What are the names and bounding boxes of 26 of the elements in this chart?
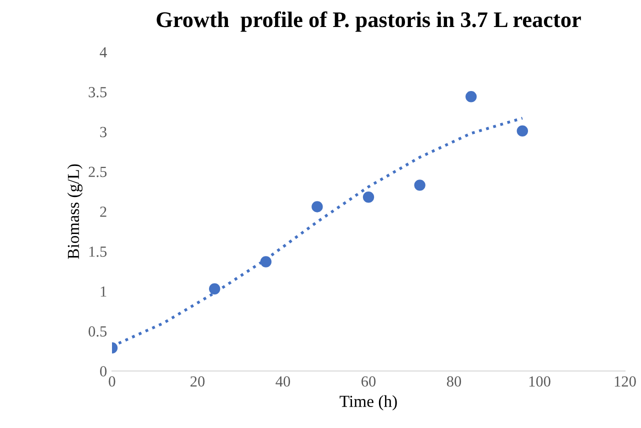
x-tick-label: 60	[362, 376, 376, 387]
point	[362, 192, 374, 203]
x-tick-label: 0	[108, 376, 116, 387]
point	[414, 180, 426, 191]
y-axis-title: Biomass (g/L)	[67, 164, 82, 259]
x-tick-label: 120	[614, 376, 636, 387]
x-tick-label: 80	[446, 376, 462, 387]
point	[312, 201, 323, 212]
x-tick-label: 100	[529, 376, 550, 387]
y-tick-label: 2	[100, 206, 106, 217]
y-tick-label: 0	[100, 366, 107, 376]
y-tick-label: 1	[100, 286, 106, 297]
point	[208, 283, 220, 294]
y-tick-label: 3.5	[88, 87, 107, 98]
chart-title: Growth profile of P. pastoris in 3.7 L reactor	[156, 11, 581, 32]
y-tick-label: 4	[100, 47, 107, 58]
point	[260, 256, 272, 268]
x-tick-label: 40	[276, 376, 290, 387]
y-tick-label: 2.5	[88, 166, 107, 178]
point	[465, 91, 477, 102]
y-tick-label: 0.5	[88, 326, 107, 337]
x-tick-label: 20	[190, 376, 205, 387]
y-tick-label: 1.5	[89, 246, 107, 257]
y-tick-label: 3	[100, 126, 107, 138]
point	[516, 125, 528, 137]
x-axis-title: Time (h)	[340, 395, 397, 410]
